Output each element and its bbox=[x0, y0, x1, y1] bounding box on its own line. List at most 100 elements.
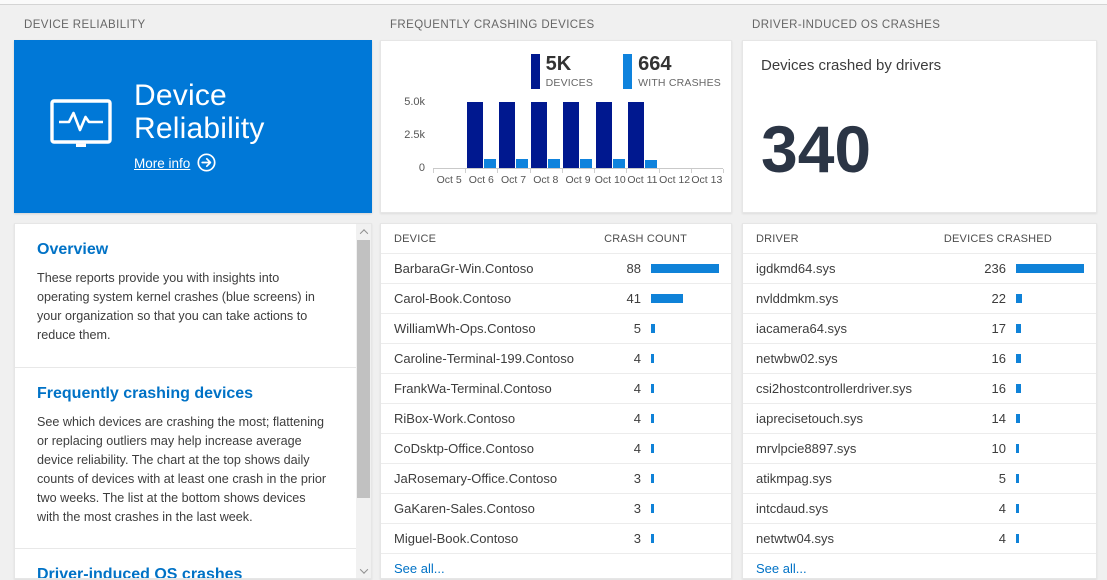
table-row[interactable]: WilliamWh-Ops.Contoso 5 bbox=[381, 313, 731, 343]
chart-bar-devices[interactable] bbox=[627, 102, 644, 168]
row-name: Carol-Book.Contoso bbox=[394, 291, 512, 306]
row-value: 41 bbox=[626, 291, 641, 306]
chart-bar-with-crashes[interactable] bbox=[548, 159, 561, 168]
row-bar bbox=[651, 504, 654, 513]
row-bar-track bbox=[651, 504, 723, 513]
chart-bar-with-crashes[interactable] bbox=[516, 159, 529, 168]
row-value: 4 bbox=[633, 441, 641, 456]
row-value: 16 bbox=[991, 351, 1006, 366]
row-name: Miguel-Book.Contoso bbox=[394, 531, 519, 546]
scrollbar-thumb[interactable] bbox=[357, 240, 370, 498]
row-name: JaRosemary-Office.Contoso bbox=[394, 471, 558, 486]
table-row[interactable]: JaRosemary-Office.Contoso 3 bbox=[381, 463, 731, 493]
chart-bar-with-crashes[interactable] bbox=[612, 159, 625, 168]
table-row[interactable]: mrvlpcie8897.sys 10 bbox=[743, 433, 1096, 463]
column-title-frequently-crashing: FREQUENTLY CRASHING DEVICES bbox=[390, 19, 595, 31]
driver-table-rows: igdkmd64.sys 236 nvlddmkm.sys 22 iacamera64.… bbox=[743, 253, 1096, 553]
arrow-circle-icon bbox=[197, 152, 216, 175]
row-bar bbox=[651, 294, 683, 303]
table-row[interactable]: BarbaraGr-Win.Contoso 88 bbox=[381, 253, 731, 283]
info-section-frequently-crashing: Frequently crashing devices See which de… bbox=[15, 368, 356, 550]
row-name: BarbaraGr-Win.Contoso bbox=[394, 261, 534, 276]
row-bar-track bbox=[651, 324, 723, 333]
chart-x-tick: Oct 11 bbox=[627, 174, 658, 186]
table-row[interactable]: Carol-Book.Contoso 41 bbox=[381, 283, 731, 313]
chart-x-tick: Oct 10 bbox=[594, 174, 626, 186]
table-row[interactable]: igdkmd64.sys 236 bbox=[743, 253, 1096, 283]
table-row[interactable]: FrankWa-Terminal.Contoso 4 bbox=[381, 373, 731, 403]
row-value: 5 bbox=[998, 471, 1006, 486]
scrollbar-up-button[interactable] bbox=[356, 224, 371, 239]
table-row[interactable]: intcdaud.sys 4 bbox=[743, 493, 1096, 523]
row-name: netwbw02.sys bbox=[756, 351, 838, 366]
chart-category-slot bbox=[530, 102, 564, 173]
row-name: intcdaud.sys bbox=[756, 501, 829, 516]
chart-category-slot bbox=[594, 102, 628, 173]
row-value: 16 bbox=[991, 381, 1006, 396]
chart-bar-with-crashes[interactable] bbox=[483, 159, 496, 168]
chart-bar-devices[interactable] bbox=[466, 102, 483, 168]
table-row[interactable]: Miguel-Book.Contoso 3 bbox=[381, 523, 731, 553]
chart-bar-devices[interactable] bbox=[499, 102, 516, 168]
device-reliability-tile[interactable]: Device Reliability More info bbox=[14, 40, 372, 213]
scrollbar[interactable] bbox=[356, 224, 371, 578]
table-row[interactable]: GaKaren-Sales.Contoso 3 bbox=[381, 493, 731, 523]
table-row[interactable]: atikmpag.sys 5 bbox=[743, 463, 1096, 493]
row-bar-track bbox=[1016, 504, 1088, 513]
chart-bar-devices[interactable] bbox=[531, 102, 548, 168]
chart-bar-with-crashes[interactable] bbox=[580, 159, 593, 168]
row-bar bbox=[1016, 534, 1019, 543]
scrollbar-down-button[interactable] bbox=[356, 563, 371, 578]
row-bar-track bbox=[1016, 444, 1088, 453]
row-bar bbox=[1016, 324, 1021, 333]
table-row[interactable]: csi2hostcontrollerdriver.sys 16 bbox=[743, 373, 1096, 403]
y-tick-5k: 5.0k bbox=[404, 96, 425, 108]
chevron-up-icon bbox=[359, 228, 368, 238]
top-strip bbox=[0, 0, 1107, 5]
devices-crashed-stat-card[interactable]: Devices crashed by drivers 340 bbox=[742, 40, 1097, 213]
table-row[interactable]: netwbw02.sys 16 bbox=[743, 343, 1096, 373]
more-info-link[interactable]: More info bbox=[134, 152, 216, 175]
table-row[interactable]: iacamera64.sys 17 bbox=[743, 313, 1096, 343]
row-name: igdkmd64.sys bbox=[756, 261, 836, 276]
column-driver-induced: DRIVER-INDUCED OS CRASHES Devices crashe… bbox=[742, 13, 1097, 579]
table-row[interactable]: CoDsktp-Office.Contoso 4 bbox=[381, 433, 731, 463]
section-body: These reports provide you with insights … bbox=[37, 271, 315, 343]
chart-bar-devices[interactable] bbox=[595, 102, 612, 168]
chart-bar-devices[interactable] bbox=[563, 102, 580, 168]
device-table-see-all-link[interactable]: See all... bbox=[381, 553, 731, 578]
chart-x-tick: Oct 8 bbox=[533, 174, 559, 186]
row-bar bbox=[651, 534, 654, 543]
row-name: netwtw04.sys bbox=[756, 531, 835, 546]
table-row[interactable]: RiBox-Work.Contoso 4 bbox=[381, 403, 731, 433]
legend-with-crashes: 664 WITH CRASHES bbox=[623, 54, 721, 89]
table-row[interactable]: Caroline-Terminal-199.Contoso 4 bbox=[381, 343, 731, 373]
row-bar-track bbox=[1016, 474, 1088, 483]
chart-category-slot bbox=[433, 102, 467, 173]
row-name: csi2hostcontrollerdriver.sys bbox=[756, 381, 913, 396]
stat-value: 340 bbox=[761, 112, 872, 186]
stat-caption: Devices crashed by drivers bbox=[761, 57, 942, 74]
table-row[interactable]: netwtw04.sys 4 bbox=[743, 523, 1096, 553]
driver-table-see-all-link[interactable]: See all... bbox=[743, 553, 1096, 578]
row-value: 4 bbox=[633, 351, 641, 366]
row-bar-track bbox=[1016, 354, 1088, 363]
chart-x-tick: Oct 12 bbox=[659, 174, 691, 186]
legend-swatch-with-crashes bbox=[623, 54, 633, 89]
row-bar bbox=[651, 324, 655, 333]
chevron-down-icon bbox=[359, 564, 368, 574]
row-bar bbox=[1016, 474, 1019, 483]
chart-x-labels: Oct 5 Oct 6 Oct 7 Oct 8 Oct 9 Oct 10 Oct 11 Oct… bbox=[433, 174, 723, 186]
row-bar-track bbox=[651, 534, 723, 543]
row-bar-track bbox=[1016, 414, 1088, 423]
table-row[interactable]: iaprecisetouch.sys 14 bbox=[743, 403, 1096, 433]
row-name: nvlddmkm.sys bbox=[756, 291, 839, 306]
row-bar-track bbox=[651, 354, 723, 363]
chart-bar-with-crashes[interactable] bbox=[644, 160, 657, 168]
row-bar bbox=[651, 264, 719, 273]
chart-category-slot bbox=[691, 102, 725, 173]
row-value: 3 bbox=[633, 501, 641, 516]
y-tick-0: 0 bbox=[418, 162, 425, 174]
table-row[interactable]: nvlddmkm.sys 22 bbox=[743, 283, 1096, 313]
chart-category-slot bbox=[562, 102, 596, 173]
